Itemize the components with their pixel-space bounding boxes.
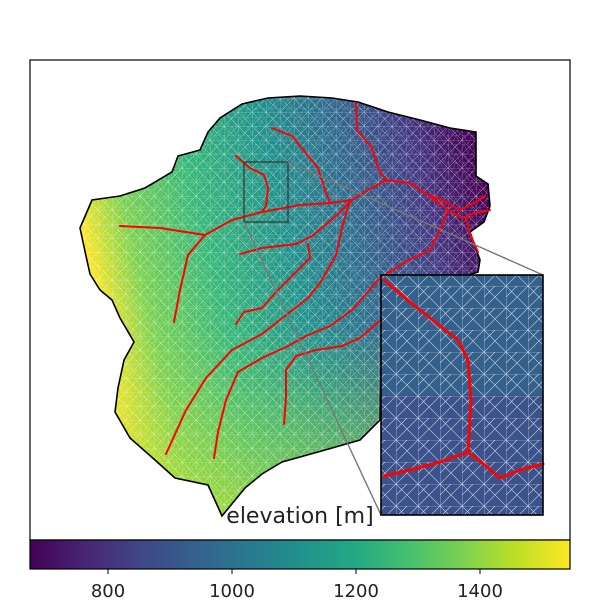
colorbar-tick-label: 1200 (333, 581, 379, 602)
zoom-connector-bottom (243, 221, 382, 516)
colorbar-ticks (107, 569, 481, 574)
zoom-box (243, 161, 289, 223)
colorbar (29, 539, 571, 570)
watershed-boundary (79, 95, 491, 518)
stream-network (119, 102, 491, 459)
colorbar-tick-label: 1000 (209, 581, 255, 602)
zoom-connector-top (287, 161, 544, 276)
colorbar-tick-label: 1400 (457, 581, 503, 602)
colorbar-tick-label: 800 (90, 581, 126, 602)
colorbar-label: elevation [m] (226, 504, 374, 529)
zoom-inset (380, 274, 545, 516)
